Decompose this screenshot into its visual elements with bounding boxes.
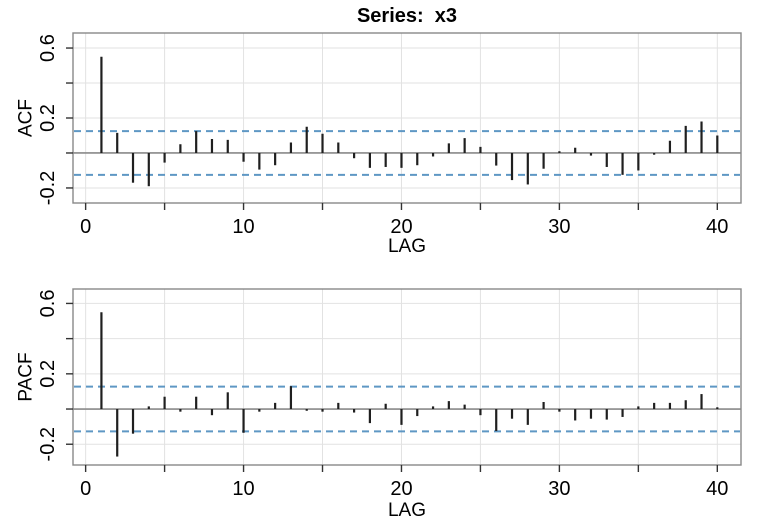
acf-x-tick-label: 20 [390, 216, 412, 238]
pacf-y-tick-label: -0.2 [37, 427, 59, 461]
acf-y-axis-label: ACF [16, 99, 37, 137]
pacf-panel-border [72, 288, 742, 466]
acf-y-tick-label: 0.2 [37, 104, 59, 132]
pacf-x-tick-label: 20 [390, 478, 412, 500]
acf-x-tick-label: 30 [548, 216, 570, 238]
figure-title: Series: x3 [357, 5, 457, 27]
pacf-x-axis-label: LAG [388, 500, 426, 521]
acf-y-tick-label: -0.2 [37, 171, 59, 205]
pacf-x-tick-label: 30 [548, 478, 570, 500]
acf-x-tick-label: 40 [706, 216, 728, 238]
acf-panel: 0 10 20 30 40 0.6 0.2 -0.2 [37, 32, 742, 238]
pacf-x-tick-label: 40 [706, 478, 728, 500]
pacf-y-tick-label: 0.6 [37, 290, 59, 318]
pacf-panel: 0 10 20 30 40 0.6 0.2 -0.2 [37, 288, 742, 500]
pacf-x-tick-label: 0 [80, 478, 91, 500]
acf-x-tick-label: 10 [232, 216, 254, 238]
acf-x-axis-label: LAG [388, 236, 426, 257]
acf-x-tick-label: 0 [80, 216, 91, 238]
acf-y-tick-label: 0.6 [37, 34, 59, 62]
pacf-y-tick-label: 0.2 [37, 360, 59, 388]
pacf-y-axis-label: PACF [16, 352, 37, 401]
pacf-x-tick-label: 10 [232, 478, 254, 500]
